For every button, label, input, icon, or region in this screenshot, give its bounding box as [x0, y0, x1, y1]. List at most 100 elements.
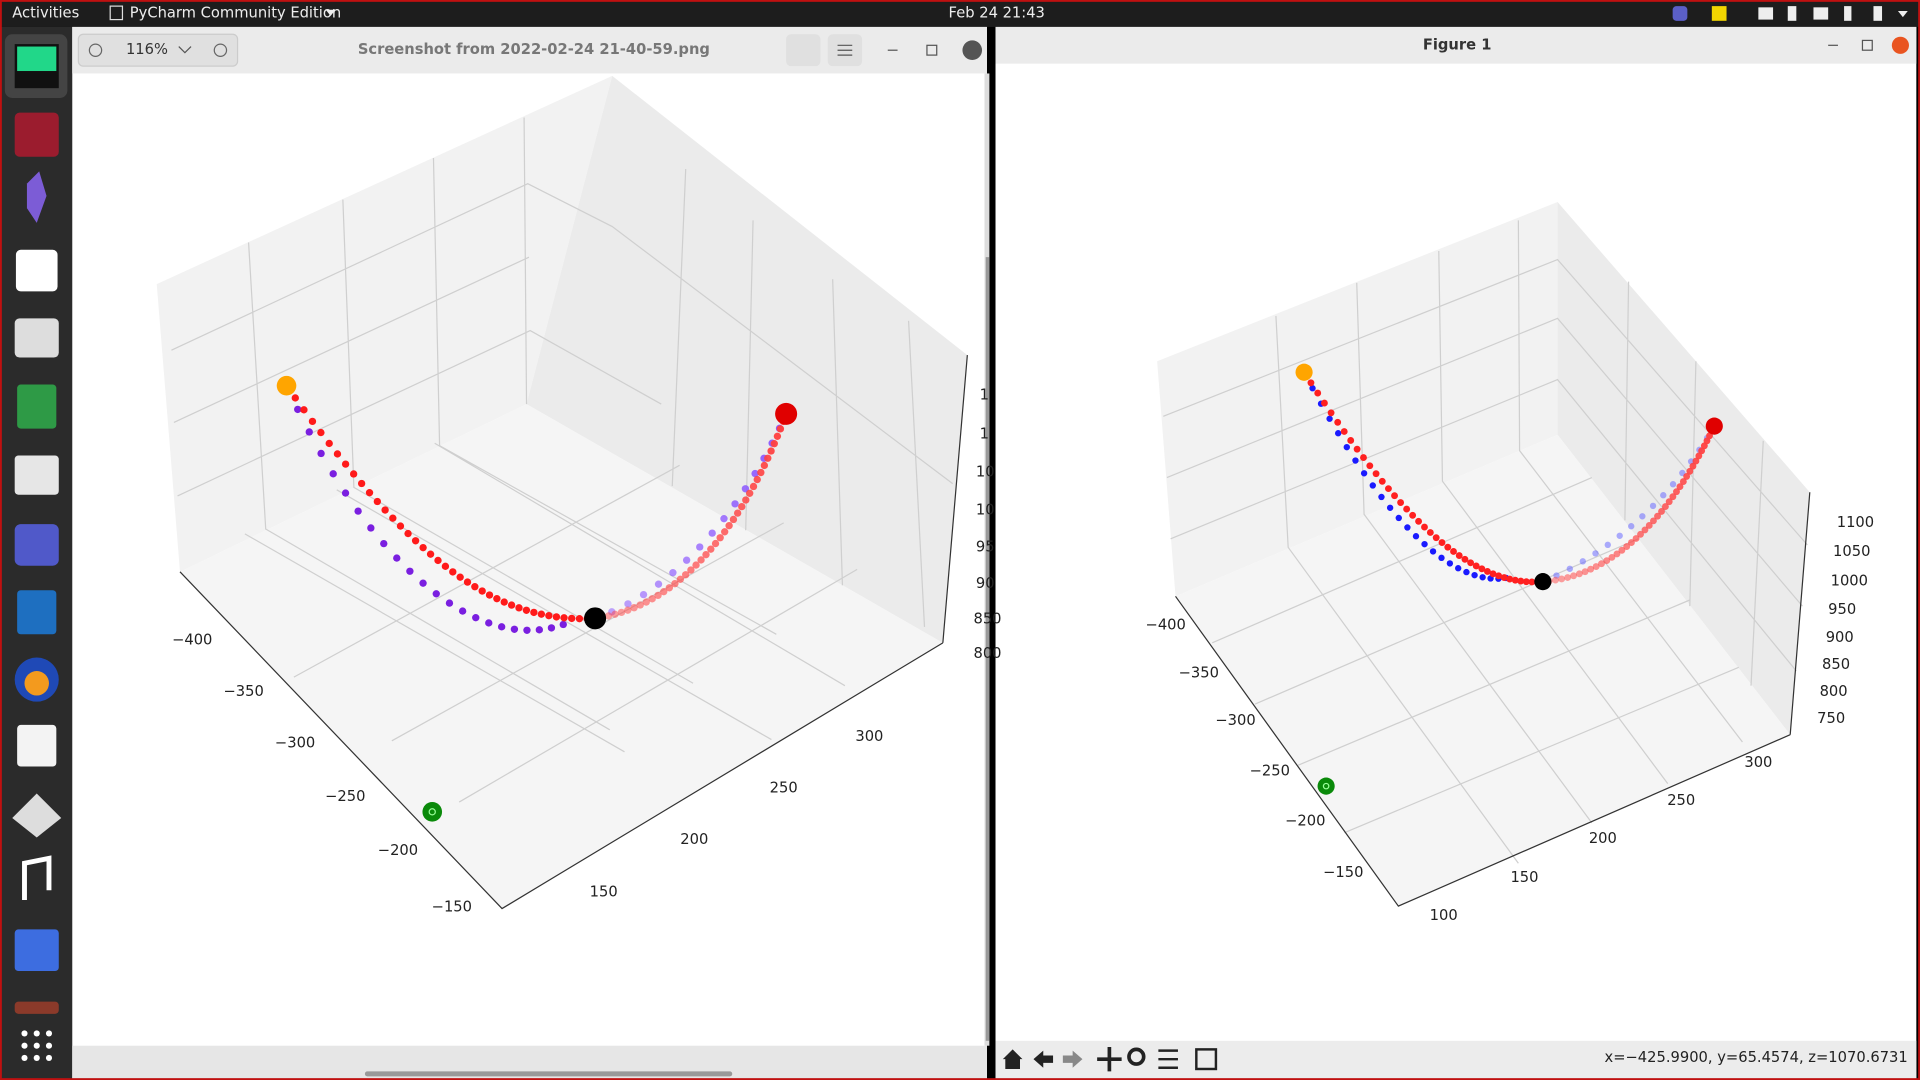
trajectory-point: [1386, 504, 1394, 511]
tick-label: 850: [973, 611, 1001, 628]
clock[interactable]: Feb 24 21:43: [949, 4, 1045, 21]
tick-label: −350: [1179, 664, 1219, 681]
trajectory-point: [767, 447, 775, 455]
trajectory-point: [1327, 409, 1335, 417]
trajectory-point: [1673, 488, 1680, 496]
trajectory-point: [751, 469, 759, 478]
trajectory-point: [1369, 482, 1376, 489]
trajectory-point: [1307, 379, 1315, 387]
tick-labels: −400−350−300−250−200−1501502002503001110…: [172, 387, 1874, 924]
trajectory-point: [1438, 539, 1446, 546]
trajectory-point: [697, 556, 705, 564]
zoom-out[interactable]: [88, 43, 103, 57]
trajectory-point: [329, 470, 337, 478]
trajectory-point: [1340, 428, 1348, 435]
trajectory-point: [1479, 574, 1486, 581]
trajectory-point: [333, 450, 342, 458]
mid-point: [1534, 573, 1552, 591]
trajectory-point: [654, 591, 662, 600]
close[interactable]: [1891, 36, 1909, 54]
trajectory-point: [1500, 574, 1508, 582]
trajectory-point: [545, 612, 553, 620]
tick-label: 200: [680, 831, 708, 848]
trajectory-point: [707, 545, 715, 553]
figure-titlebar: [995, 26, 1917, 64]
trajectory-point: [404, 529, 412, 538]
plot-points: [276, 363, 1723, 822]
trajectory-point: [1432, 534, 1440, 542]
trajectory-point: [1698, 447, 1706, 455]
trajectory-point: [537, 610, 546, 618]
close[interactable]: [962, 40, 983, 60]
trajectory-point: [1558, 575, 1566, 583]
trajectory-point: [478, 587, 486, 595]
trajectory-point: [341, 489, 350, 497]
tick-label: 300: [855, 728, 883, 745]
h-scroll-thumb[interactable]: [364, 1071, 733, 1077]
app-menu[interactable]: PyCharm Community Edition: [130, 4, 341, 21]
trajectory-point: [1689, 462, 1697, 470]
trajectory-point: [456, 573, 464, 581]
trajectory-point: [1471, 571, 1478, 579]
zoom-in[interactable]: [213, 43, 228, 57]
trajectory-point: [445, 599, 454, 607]
trajectory-point: [630, 604, 638, 612]
trajectory-point: [1395, 514, 1402, 522]
tick-label: −350: [224, 683, 264, 700]
maximize[interactable]: [926, 44, 938, 56]
v-scroll-thumb[interactable]: [985, 257, 990, 1041]
trajectory-point: [1353, 445, 1361, 453]
trajectory-point: [1566, 565, 1573, 572]
trajectory-point: [1618, 546, 1626, 554]
trajectory-point: [515, 604, 523, 612]
tick-label: 1: [980, 387, 989, 404]
fullscreen-button[interactable]: [786, 34, 821, 67]
trajectory-point: [357, 479, 366, 488]
trajectory-point: [406, 567, 414, 575]
trajectory-point: [432, 590, 440, 598]
trajectory-point: [426, 550, 435, 558]
trajectory-point: [1660, 492, 1667, 499]
trajectory-point: [1522, 578, 1530, 586]
trajectory-point: [305, 428, 313, 436]
trajectory-point: [1467, 559, 1475, 567]
trajectory-point: [639, 590, 648, 599]
trajectory-point: [485, 619, 493, 627]
tick-label: 1100: [1837, 514, 1874, 531]
trajectory-point: [1627, 539, 1635, 547]
trajectory-point: [463, 578, 472, 586]
trajectory-point: [1378, 477, 1386, 485]
trajectory-point: [485, 591, 494, 599]
trajectory-point: [1404, 524, 1411, 531]
trajectory-point: [1661, 503, 1669, 511]
trajectory-point: [1455, 565, 1462, 572]
trajectory-point: [1679, 478, 1687, 485]
maximize[interactable]: [1861, 39, 1873, 51]
trajectory-point: [1438, 554, 1445, 562]
tick-label: 150: [1510, 869, 1538, 886]
trajectory-point: [1592, 563, 1600, 570]
zoom-control[interactable]: [77, 33, 239, 67]
zoom-level[interactable]: 116%: [126, 41, 168, 58]
zoom-menu[interactable]: [178, 46, 192, 54]
trajectory-point: [325, 439, 333, 448]
trajectory-point: [1352, 457, 1359, 464]
dock-icons[interactable]: [4, 34, 68, 1062]
trajectory-point: [716, 534, 724, 542]
trajectory-point: [1553, 572, 1560, 579]
trajectory-point: [676, 575, 685, 583]
tick-label: 1: [980, 426, 989, 443]
trajectory-point: [1446, 560, 1454, 567]
tick-label: 250: [1667, 792, 1695, 809]
trajectory-point: [411, 537, 420, 545]
trajectory-point: [1575, 570, 1583, 578]
activities[interactable]: Activities: [12, 4, 79, 21]
trajectory-point: [665, 584, 674, 592]
trajectory-point: [1450, 548, 1457, 555]
trajectory-point: [746, 489, 754, 497]
tick-label: 150: [590, 884, 618, 901]
trajectory-point: [1686, 467, 1694, 475]
tick-label: 1050: [1833, 543, 1870, 560]
trajectory-point: [560, 614, 568, 622]
